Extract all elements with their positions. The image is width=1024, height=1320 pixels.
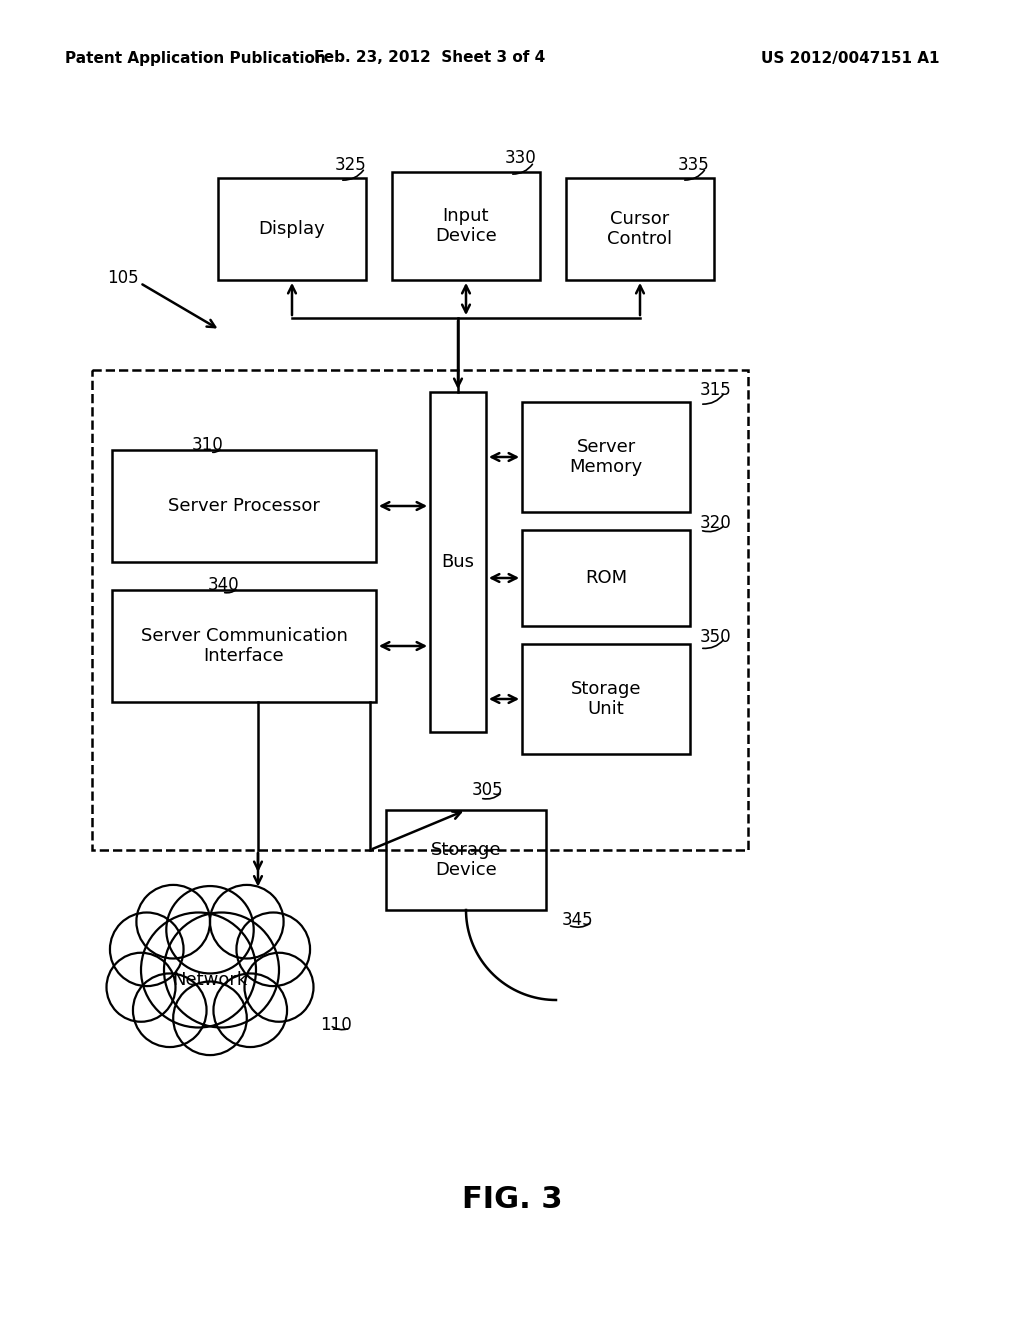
Circle shape <box>110 912 183 986</box>
Text: 105: 105 <box>106 269 138 286</box>
Circle shape <box>213 973 287 1047</box>
Text: US 2012/0047151 A1: US 2012/0047151 A1 <box>761 50 939 66</box>
Bar <box>218 178 366 280</box>
Circle shape <box>237 912 310 986</box>
Text: Storage
Unit: Storage Unit <box>570 680 641 718</box>
Bar <box>112 590 376 702</box>
Text: 315: 315 <box>700 381 732 399</box>
Text: 345: 345 <box>562 911 594 929</box>
Text: Feb. 23, 2012  Sheet 3 of 4: Feb. 23, 2012 Sheet 3 of 4 <box>314 50 546 66</box>
Text: ROM: ROM <box>585 569 627 587</box>
Circle shape <box>106 953 175 1022</box>
Bar <box>392 172 540 280</box>
Text: 335: 335 <box>678 156 710 174</box>
Text: Network: Network <box>172 972 248 989</box>
Text: Bus: Bus <box>441 553 474 572</box>
Text: 350: 350 <box>700 628 731 645</box>
Bar <box>522 403 690 512</box>
Text: Input
Device: Input Device <box>435 207 497 246</box>
Circle shape <box>166 886 254 973</box>
Circle shape <box>164 912 279 1027</box>
Text: 325: 325 <box>335 156 367 174</box>
Circle shape <box>245 953 313 1022</box>
Text: Storage
Device: Storage Device <box>431 841 502 879</box>
Text: Server Communication
Interface: Server Communication Interface <box>140 627 347 665</box>
Text: Patent Application Publication: Patent Application Publication <box>65 50 326 66</box>
Circle shape <box>210 884 284 958</box>
Bar <box>522 531 690 626</box>
Bar <box>566 178 714 280</box>
Bar <box>92 370 748 850</box>
Text: 310: 310 <box>193 436 224 454</box>
Bar <box>430 392 486 733</box>
Circle shape <box>133 973 207 1047</box>
Text: Server Processor: Server Processor <box>168 498 319 515</box>
Bar <box>112 450 376 562</box>
Text: FIG. 3: FIG. 3 <box>462 1185 562 1214</box>
Text: 330: 330 <box>505 149 537 168</box>
Bar <box>386 810 546 909</box>
Text: Display: Display <box>259 220 326 238</box>
Text: 305: 305 <box>472 781 504 799</box>
Circle shape <box>136 884 210 958</box>
Circle shape <box>141 912 256 1027</box>
Text: Cursor
Control: Cursor Control <box>607 210 673 248</box>
Bar <box>522 644 690 754</box>
Text: 320: 320 <box>700 513 732 532</box>
Text: 110: 110 <box>319 1016 352 1034</box>
Circle shape <box>173 982 247 1055</box>
Text: 340: 340 <box>208 576 240 594</box>
Text: Server
Memory: Server Memory <box>569 438 643 477</box>
